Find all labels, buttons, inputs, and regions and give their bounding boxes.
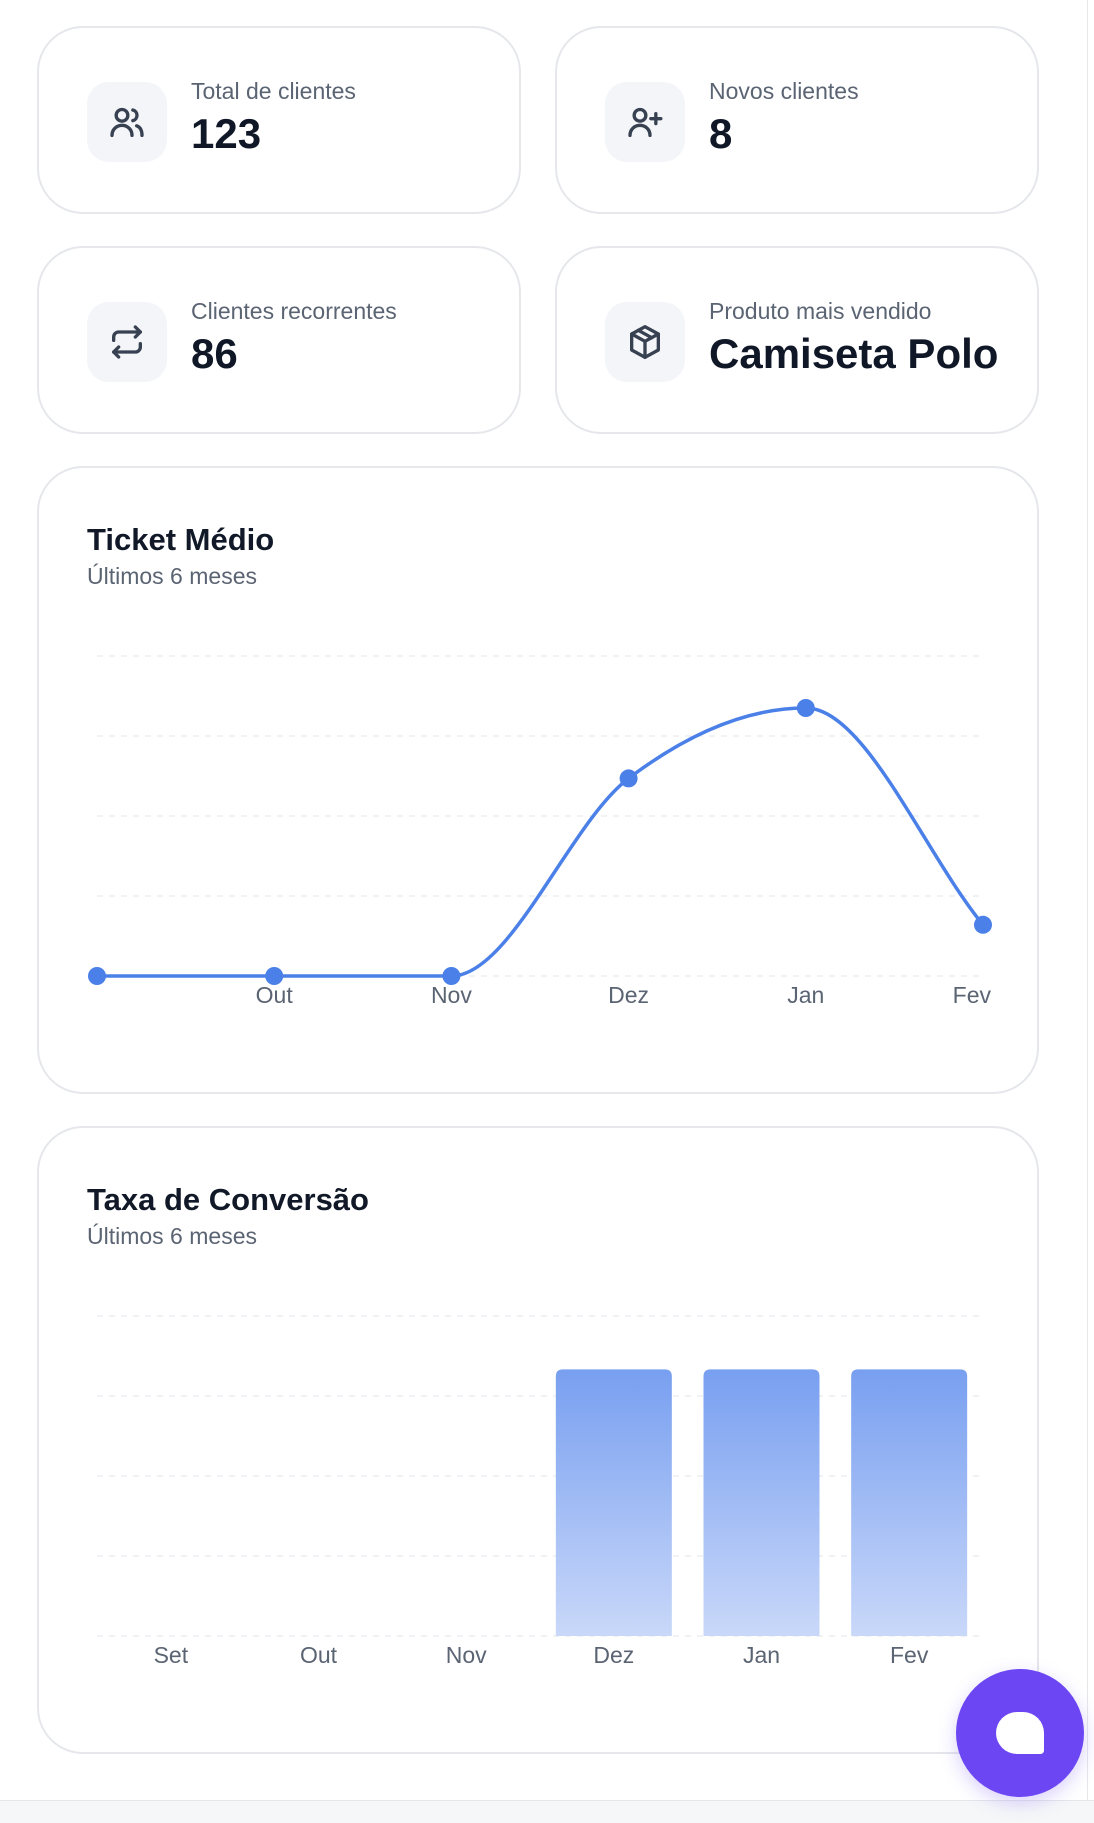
stat-label: Clientes recorrentes xyxy=(191,298,397,324)
x-tick-label: Nov xyxy=(446,1642,487,1668)
chat-bubble-icon xyxy=(996,1712,1044,1754)
bar[interactable] xyxy=(555,1369,672,1636)
bar[interactable] xyxy=(851,1369,968,1636)
x-tick-label: Jan xyxy=(743,1642,780,1668)
x-tick-label: Fev xyxy=(953,982,992,1008)
stat-value: 86 xyxy=(191,330,238,377)
stat-value: 8 xyxy=(709,110,733,157)
bar[interactable] xyxy=(703,1369,820,1636)
x-tick-label: Dez xyxy=(608,982,649,1008)
ticket-medio-line-chart: Out Nov Dez Jan Fev xyxy=(88,655,992,1008)
chart-title: Taxa de Conversão xyxy=(87,1182,369,1217)
x-tick-label: Out xyxy=(300,1642,338,1668)
stat-card-total-clientes: Total de clientes 123 xyxy=(37,26,521,214)
stat-card-produto-mais-vendido: Produto mais vendido Camiseta Polo xyxy=(555,246,1039,434)
x-tick-label: Dez xyxy=(593,1642,634,1668)
data-point[interactable] xyxy=(88,967,106,985)
data-point[interactable] xyxy=(974,915,992,934)
x-tick-label: Fev xyxy=(890,1642,929,1668)
ticket-medio-series-line xyxy=(97,706,985,978)
x-tick-label: Jan xyxy=(787,982,824,1008)
chart-card-ticket-medio: Ticket Médio Últimos 6 meses Out Nov Dez Ja… xyxy=(37,466,1039,1094)
data-point[interactable] xyxy=(442,967,461,985)
stat-value: 123 xyxy=(191,110,262,157)
taxa-conversao-bar-chart: Set Out Nov Dez Jan Fev xyxy=(97,1315,983,1668)
user-plus-icon xyxy=(605,82,685,162)
package-icon xyxy=(605,302,685,382)
chart-title: Ticket Médio xyxy=(87,522,275,557)
stat-card-clientes-recorrentes: Clientes recorrentes 86 xyxy=(37,246,521,434)
x-tick-label: Out xyxy=(256,982,294,1008)
chart-subtitle: Últimos 6 meses xyxy=(87,563,257,589)
users-icon xyxy=(87,82,167,162)
stat-label: Produto mais vendido xyxy=(709,298,932,324)
chart-subtitle: Últimos 6 meses xyxy=(87,1223,257,1249)
stat-value: Camiseta Polo xyxy=(709,330,999,377)
page-footer-strip xyxy=(0,1800,1094,1823)
x-tick-label: Nov xyxy=(431,982,472,1008)
chart-card-taxa-conversao: Taxa de Conversão Últimos 6 meses Set Out… xyxy=(37,1126,1039,1754)
right-divider xyxy=(1087,0,1088,1800)
data-point[interactable] xyxy=(619,769,638,788)
stat-label: Total de clientes xyxy=(191,78,356,104)
data-point[interactable] xyxy=(796,699,815,717)
data-point[interactable] xyxy=(265,967,284,985)
stat-label: Novos clientes xyxy=(709,78,859,104)
stat-card-novos-clientes: Novos clientes 8 xyxy=(555,26,1039,214)
chat-button[interactable] xyxy=(956,1669,1084,1797)
x-tick-label: Set xyxy=(154,1642,189,1668)
repeat-icon xyxy=(87,302,167,382)
